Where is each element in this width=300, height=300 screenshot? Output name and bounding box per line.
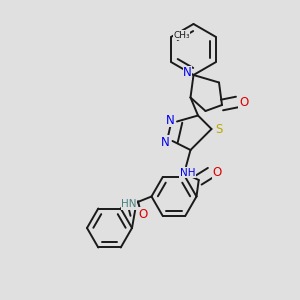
- Text: O: O: [139, 208, 148, 221]
- Text: N: N: [166, 113, 175, 127]
- Text: CH₃: CH₃: [173, 31, 190, 40]
- Text: NH: NH: [180, 167, 195, 178]
- Text: O: O: [213, 166, 222, 179]
- Text: HN: HN: [121, 199, 137, 209]
- Text: S: S: [215, 122, 223, 136]
- Text: N: N: [183, 66, 192, 79]
- Text: O: O: [239, 95, 248, 109]
- Text: N: N: [160, 136, 169, 149]
